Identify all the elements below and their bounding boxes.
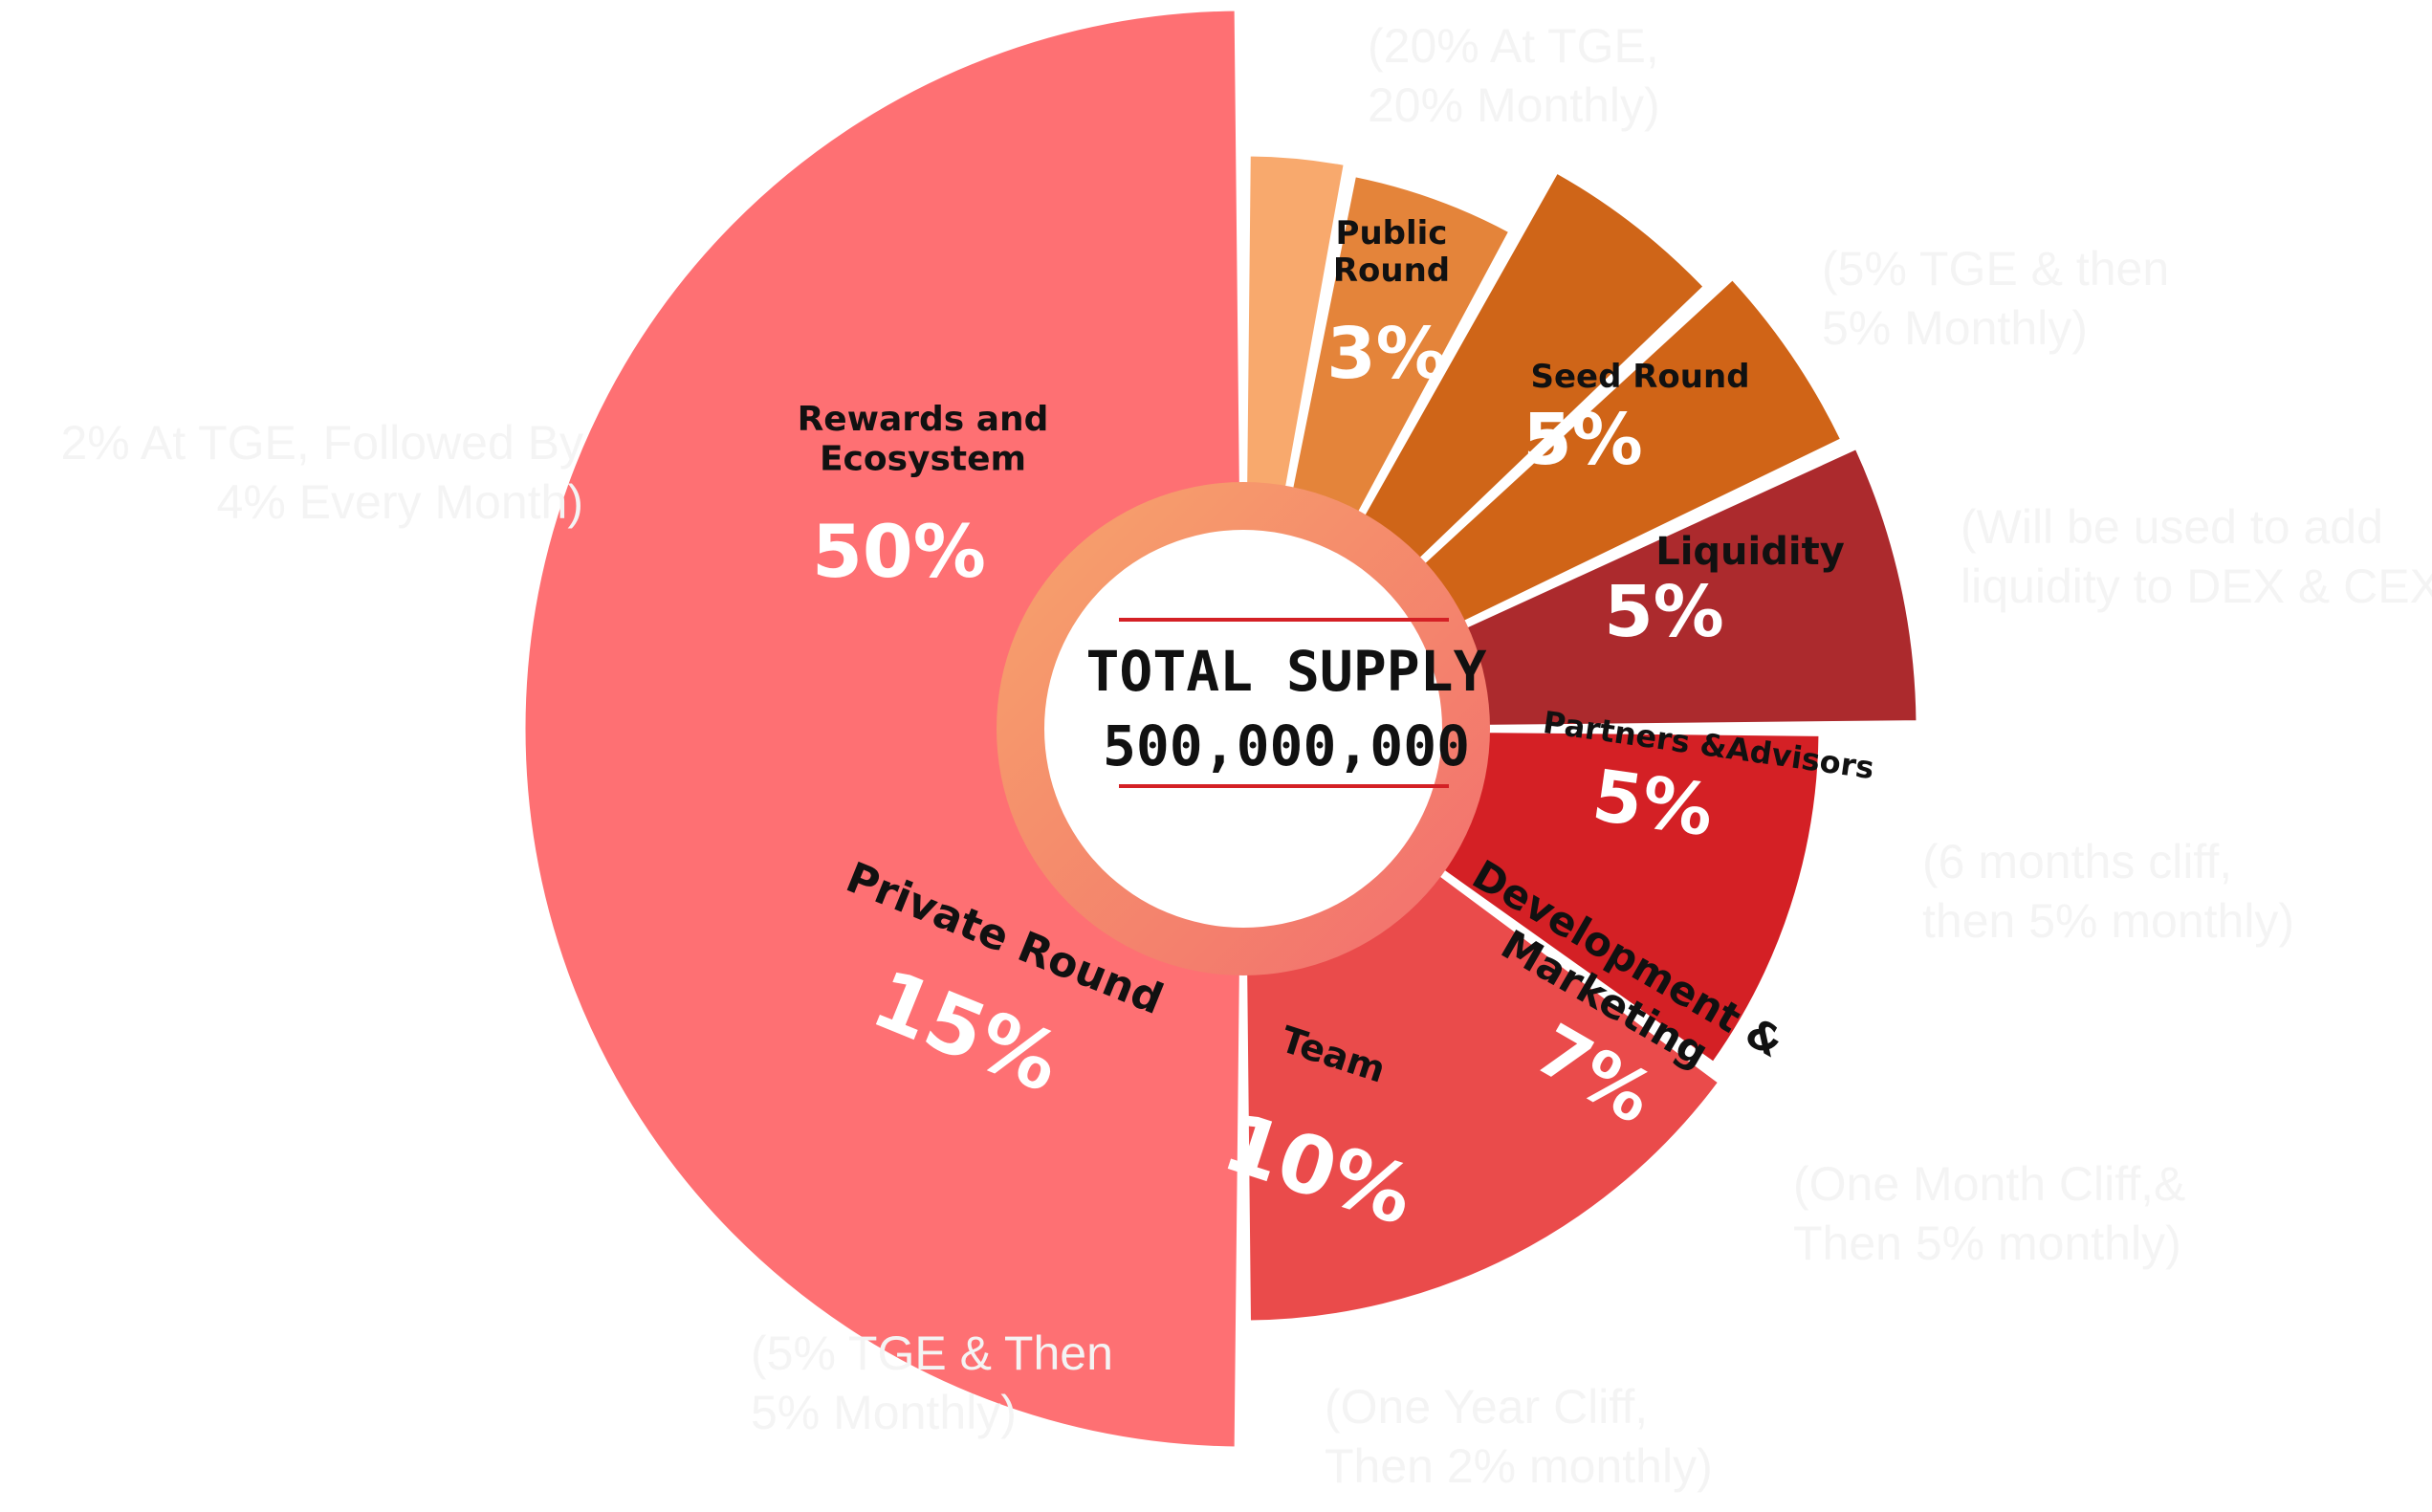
- vesting-note: (20% At TGE, 20% Monthly): [1368, 19, 1660, 132]
- slice-value: 5%: [1604, 571, 1724, 653]
- vesting-note: (5% TGE & then 5% Monthly): [1822, 242, 2169, 355]
- center-badge: TOTAL SUPPLY 500,000,000: [997, 482, 1490, 975]
- center-label: TOTAL SUPPLY: [1085, 639, 1486, 704]
- vesting-note: (One Year Cliff, Then 2% monthly): [1325, 1380, 1713, 1493]
- slice-label: Liquidity: [1655, 530, 1845, 574]
- slice-value: 5%: [1588, 755, 1718, 853]
- slice-label: Rewards and Ecosystem: [798, 400, 1049, 478]
- slice-value: 3%: [1326, 313, 1447, 395]
- vesting-note: (One Month Cliff,& Then 5% monthly): [1793, 1157, 2185, 1270]
- slice-label: Public Round: [1333, 214, 1450, 290]
- vesting-note: (Will be used to add liquidity to DEX & C…: [1961, 500, 2432, 613]
- center-disc: [1044, 530, 1442, 928]
- slice-value: 50%: [812, 509, 986, 594]
- vesting-notes: (20% At TGE, 20% Monthly) (5% TGE & then 5%…: [60, 19, 2432, 1493]
- slice-label: Seed Round: [1530, 358, 1749, 396]
- chart-slices: [522, 8, 1919, 1450]
- vesting-note: 2% At TGE, Followed By 4% Every Month): [60, 416, 583, 529]
- vesting-note: (6 months cliff, then 5% monthly): [1922, 835, 2294, 948]
- vesting-note: (5% TGE & Then 5% Monthly): [751, 1326, 1113, 1439]
- center-value: 500,000,000: [1103, 713, 1470, 778]
- slice-value: 5%: [1523, 399, 1643, 481]
